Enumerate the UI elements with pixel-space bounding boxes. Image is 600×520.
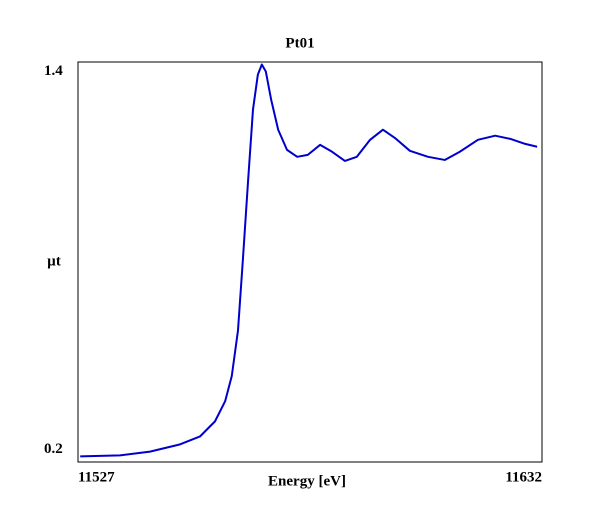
plot-frame (77, 61, 543, 463)
x-axis-label: Energy [eV] (268, 473, 346, 489)
y-tick-label: 1.4 (44, 63, 63, 79)
chart-title: Pt01 (285, 35, 314, 51)
x-tick-label: 11632 (505, 469, 542, 485)
x-tick-label: 11527 (78, 469, 115, 485)
y-tick-label: 0.2 (44, 441, 63, 457)
y-axis-label: µt (47, 253, 61, 269)
data-line (80, 63, 538, 458)
